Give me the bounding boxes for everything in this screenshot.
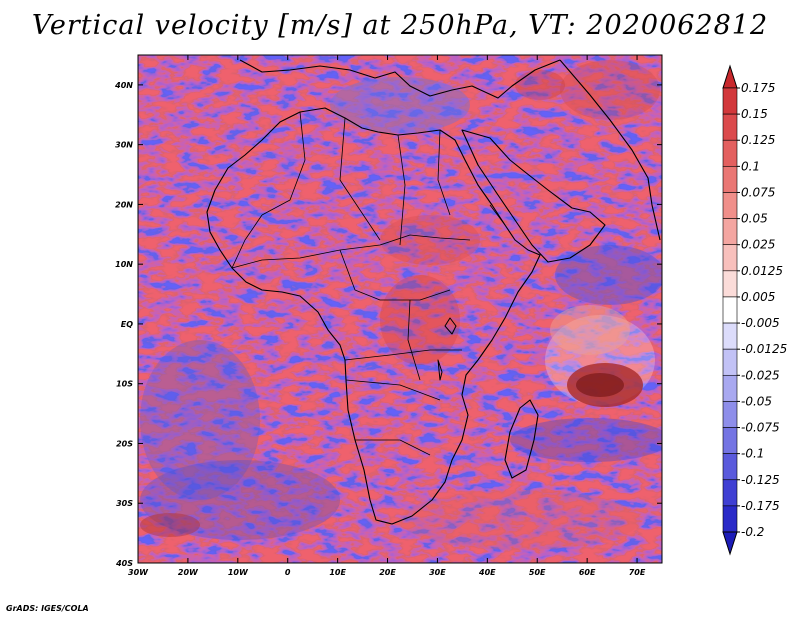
colorbar-bottom-arrow (722, 531, 738, 556)
colorbar-swatch (722, 192, 738, 219)
colorbar-label: 0.005 (741, 290, 775, 304)
great-lakes (437, 317, 457, 381)
colorbar-top-arrow (722, 64, 738, 89)
colorbar-swatch (722, 87, 738, 115)
lon-tick-label: 0 (285, 568, 291, 577)
europe-coastline (239, 59, 561, 99)
colorbar-swatch (722, 296, 738, 324)
colorbar-label: -0.175 (741, 499, 780, 513)
lat-tick-label: 40N (114, 81, 133, 90)
vertical-velocity-field (138, 55, 662, 563)
lon-tick-label: 40E (478, 568, 496, 577)
lon-tick-label: 20W (178, 568, 199, 577)
colorbar-swatch (722, 166, 738, 193)
lon-tick-label: 20E (379, 568, 396, 577)
colorbar-swatch (722, 139, 738, 167)
colorbar-label: 0.175 (741, 81, 775, 95)
colorbar-label: 0.1 (741, 159, 760, 173)
lon-tick-label: 70E (629, 568, 646, 577)
colorbar-swatch (722, 453, 738, 481)
colorbar-label: 0.05 (741, 212, 768, 226)
lon-tick-label: 30E (429, 568, 446, 577)
colorbar-label: 0.075 (741, 185, 775, 199)
map-axes: 30W 20W 10W 0 10E 20E 30E 40E 50E 60E 70E 40N 30N 20N… (114, 55, 662, 577)
grads-credit: GrADS: IGES/COLA (6, 604, 89, 613)
colorbar-swatch (722, 374, 738, 402)
africa-coastline (206, 107, 541, 525)
lon-tick-label: 60E (579, 568, 596, 577)
colorbar-label: -0.075 (741, 421, 780, 435)
lon-tick-label: 10E (329, 568, 346, 577)
colorbar-label: -0.05 (741, 394, 772, 408)
colorbar-label: 0.125 (741, 133, 775, 147)
mediterranean-descent (330, 77, 470, 133)
colorbar-swatch (722, 505, 738, 533)
lat-tick-label: EQ (121, 320, 133, 329)
colorbar-label: -0.2 (741, 525, 764, 539)
asia-coastline (559, 59, 661, 241)
colorbar-swatch (722, 218, 738, 246)
colorbar-swatch (722, 113, 738, 141)
lat-tick-label: 40S (115, 559, 133, 568)
coastlines-and-borders (206, 59, 661, 525)
arabia-coastline (461, 129, 606, 263)
lat-tick-label: 10N (115, 260, 133, 269)
lat-tick-label: 10S (116, 380, 133, 389)
colorbar-label: -0.025 (741, 368, 780, 382)
lat-tick-label: 20S (116, 439, 133, 448)
colorbar-swatch (722, 244, 738, 272)
lon-tick-label: 10W (228, 568, 249, 577)
colorbar-label: -0.0125 (741, 342, 787, 356)
plot-frame (137, 54, 663, 564)
lon-tick-label: 30W (128, 568, 149, 577)
colorbar-swatch (722, 348, 738, 376)
colorbar-swatch (722, 427, 738, 454)
colorbar-label: 0.0125 (741, 264, 783, 278)
colorbar-swatch (722, 479, 738, 507)
colorbar-label: -0.1 (741, 447, 764, 461)
lon-tick-label: 50E (529, 568, 546, 577)
colorbar-label: 0.025 (741, 238, 775, 252)
map-title: Vertical velocity [m/s] at 250hPa, VT: 2… (31, 10, 769, 41)
lat-tick-label: 20N (115, 200, 133, 209)
colorbar-label: -0.005 (741, 316, 780, 330)
colorbar-swatch (722, 401, 738, 428)
colorbar-label: -0.125 (741, 473, 780, 487)
country-borders (231, 111, 506, 456)
madagascar-coastline (504, 399, 539, 479)
colorbar: 0.175 0.15 0.125 0.1 0.075 0.05 0.025 0.0125 0.0… (722, 64, 787, 556)
colorbar-label: 0.15 (741, 107, 768, 121)
colorbar-swatch (722, 322, 738, 350)
lat-tick-label: 30N (115, 141, 133, 150)
lat-tick-label: 30S (116, 499, 133, 508)
colorbar-swatch (722, 270, 738, 298)
